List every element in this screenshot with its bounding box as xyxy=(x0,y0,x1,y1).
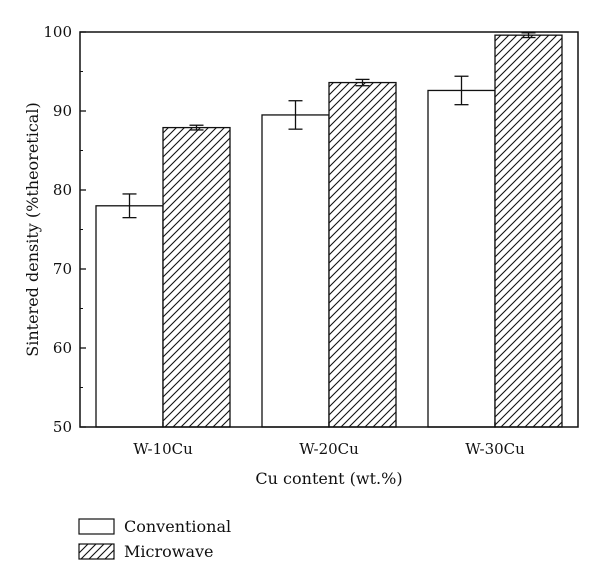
x-tick-label: W-30Cu xyxy=(465,440,525,458)
legend-swatch-conventional xyxy=(78,518,115,535)
bar-microwave xyxy=(494,34,563,428)
error-bars-layer xyxy=(122,32,536,219)
x-tick-label: W-20Cu xyxy=(299,440,359,458)
legend-label: Conventional xyxy=(124,517,231,536)
y-tick-label: 50 xyxy=(53,418,72,436)
bars-layer xyxy=(95,34,563,428)
legend-swatch-microwave xyxy=(78,543,115,560)
y-axis-title: Sintered density (%theoretical) xyxy=(23,102,42,356)
y-axis: 50 60 70 80 90 100 xyxy=(43,23,86,436)
y-tick-label: 90 xyxy=(53,102,72,120)
x-axis-title: Cu content (wt.%) xyxy=(255,469,402,488)
y-tick-label: 70 xyxy=(53,260,72,278)
x-axis: W-10Cu W-20Cu W-30Cu xyxy=(133,422,525,458)
legend: Conventional Microwave xyxy=(78,517,231,561)
y-tick-label: 100 xyxy=(43,23,72,41)
legend-label: Microwave xyxy=(124,542,213,561)
y-tick-label: 60 xyxy=(53,339,72,357)
bar-conventional xyxy=(261,114,330,428)
bar-microwave xyxy=(328,81,397,428)
bar-microwave xyxy=(162,126,231,428)
y-tick-label: 80 xyxy=(53,181,72,199)
bar-conventional xyxy=(427,89,496,428)
bar-conventional xyxy=(95,205,164,428)
x-tick-label: W-10Cu xyxy=(133,440,193,458)
